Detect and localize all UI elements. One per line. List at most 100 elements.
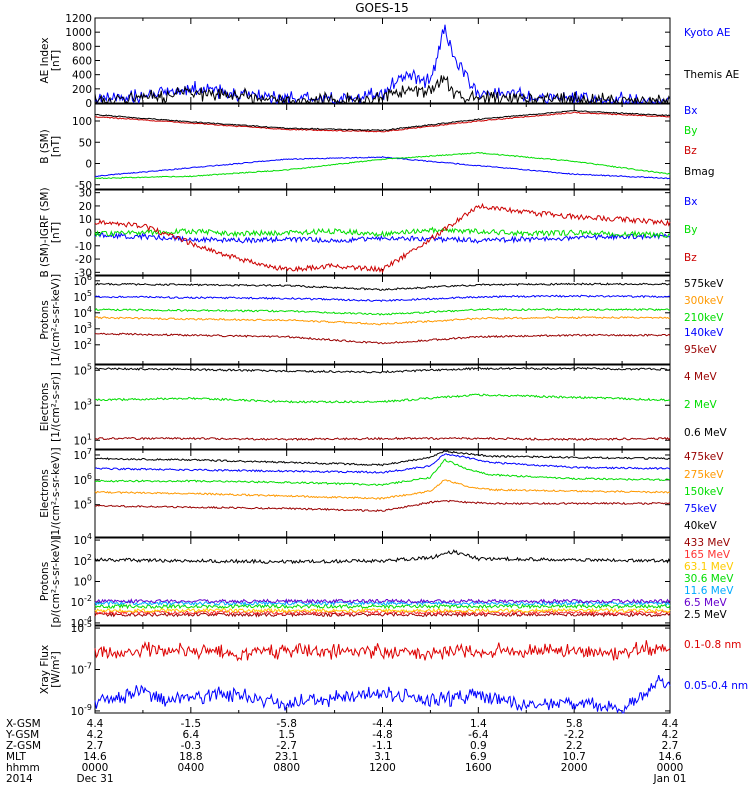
series-150kev [95,458,671,487]
series-bmag [94,109,671,132]
y-tick-label: 30 [79,188,92,200]
ephemeris-row-label: MLT [6,751,26,763]
ephemeris-value: Jan 01 [653,773,687,785]
ephemeris-value: 14.6 [658,751,682,763]
ephemeris-value: 6.4 [182,729,199,741]
legend-item: 433 MeV [684,537,731,549]
legend-item: 2.5 MeV [684,609,728,621]
series-bz [94,111,671,133]
panel-frame [94,364,671,450]
ephemeris-value: -2.7 [276,740,297,752]
ephemeris-row-label: Y-GSM [5,729,39,741]
ephemeris-value: -2.2 [564,729,585,741]
ephemeris-value: -5.8 [276,718,297,730]
series-11-6-mev [94,600,671,607]
y-tick-label: 100 [74,574,92,589]
series-300kev [94,316,671,326]
y-tick-label: -10 [75,241,92,253]
legend-item: 0.1-0.8 nm [684,639,741,651]
legend-item: Bx [684,196,697,208]
legend-item: 575keV [684,278,724,290]
ephemeris-value: 2000 [561,762,588,774]
y-tick-label: -30 [75,267,92,279]
ephemeris-value: -4.4 [372,718,393,730]
ephemeris-value: 1.4 [470,718,487,730]
y-axis-label: B (SM)[nT] [39,129,62,163]
legend-item: 150keV [684,486,724,498]
y-tick-label: 1200 [65,13,92,25]
series-95kev [94,332,671,345]
y-tick-label: 800 [72,41,92,53]
legend-item: 0.05-0.4 nm [684,680,748,692]
y-tick-label: 106 [74,273,92,288]
ephemeris-value: 0000 [82,762,109,774]
legend-item: Bz [684,145,697,157]
legend-item: Bx [684,105,697,117]
ephemeris-value: 2.7 [87,740,104,752]
y-axis-label: B (SM)-IGRF (SM)[nT] [39,187,62,277]
y-tick-label: 10 [79,214,92,226]
ephemeris-value: 4.4 [87,718,104,730]
legend-item: 275keV [684,469,724,481]
legend-item: 40keV [684,520,718,532]
series-275kev [94,479,671,501]
legend-item: 75keV [684,503,718,515]
legend-item: 2 MeV [684,399,718,411]
ephemeris-value: 18.8 [179,751,202,763]
y-tick-label: 101 [74,432,92,447]
ephemeris-row-label: 2014 [6,773,33,785]
series-475kev [94,499,671,512]
series-themis-ae [94,75,671,105]
series-2-5-mev [94,549,671,565]
y-tick-label: 200 [72,84,92,96]
y-axis-label: Protons[p/(cm²-s-sr-keV)] [39,535,62,627]
ephemeris-value: -1.5 [181,718,202,730]
y-tick-label: 102 [74,553,92,568]
y-tick-label: 10-5 [71,620,92,635]
y-tick-label: -50 [75,180,92,192]
series-bx [94,156,670,180]
legend-item: By [684,224,697,236]
panel-electrons-high: 101 103 105 Electrons[1/(cm²-s-sr)] 4 MeV 2 M… [39,362,728,450]
series-6-5-mev [94,598,671,604]
y-axis-label: Electrons[1/(cm²-s-sr)] [39,372,62,442]
legend-item: 63.1 MeV [684,561,734,573]
ephemeris-value: 6.9 [470,751,487,763]
series-4-mev [94,436,671,442]
series-0-6-mev [94,366,671,374]
series-0-1-0-8-nm [94,640,671,662]
plot-title: GOES-15 [355,1,409,15]
ephemeris-value: 2.7 [662,740,679,752]
series-575kev [95,282,671,291]
y-tick-label: 10-9 [71,703,92,718]
legend-item: Bmag [684,166,715,178]
y-tick-label: 100 [72,116,92,128]
y-tick-label: 0 [85,228,92,240]
y-axis-label: AE Index[nT] [39,37,62,83]
y-tick-label: 1000 [65,27,92,39]
ephemeris-value: 5.8 [566,718,583,730]
y-tick-label: 0 [85,159,92,171]
panel-protons-high: 10-410-2100102104Protons[p/(cm²-s-sr-keV… [39,532,734,630]
y-tick-label: -20 [75,254,92,266]
legend-item: 4 MeV [684,371,718,383]
y-axis-label: Protons[1/(cm²-s-sr-keV)] [39,274,62,366]
panel-bsm: 100 50 0 -50 B (SM)[nT] Bx By Bz Bmag [39,103,715,192]
ephemeris-value: 4.2 [87,729,104,741]
series-by [94,151,671,180]
ephemeris-value: 0.9 [470,740,487,752]
y-tick-label: 102 [74,337,92,352]
legend-item: 0.6 MeV [684,427,728,439]
ephemeris-value: 0400 [177,762,204,774]
ephemeris-value: 2.2 [566,740,583,752]
y-tick-label: 103 [74,397,92,412]
series-75kev [94,453,671,474]
ephemeris-value: 14.6 [83,751,107,763]
legend-item: Kyoto AE [684,27,730,39]
legend-item: 300keV [684,295,724,307]
ephemeris-value: 3.1 [374,751,391,763]
legend-item: 165 MeV [684,549,731,561]
y-tick-label: 400 [72,70,92,82]
